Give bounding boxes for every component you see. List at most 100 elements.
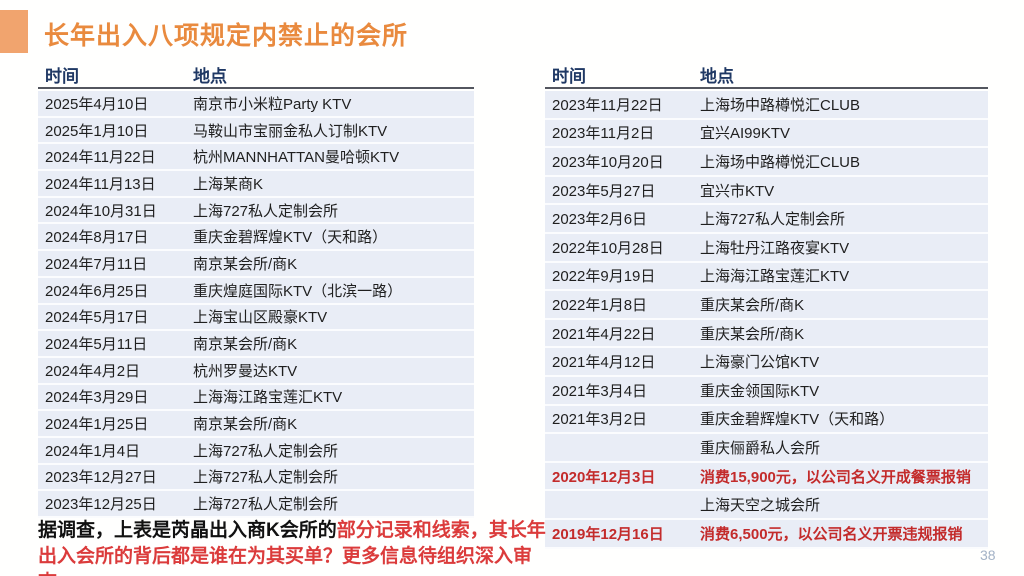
cell-place: 上海天空之城会所 [700,497,821,515]
cell-place: 上海海江路宝莲汇KTV [193,389,343,407]
cell-place: 重庆某会所/商K [700,325,805,343]
cell-time: 2022年9月19日 [552,268,656,286]
table-row: 2020年12月3日 消费15,900元，以公司名义开成餐票报销 [545,462,988,492]
cell-time: 2023年11月22日 [552,96,663,114]
cell-time: 2024年11月22日 [45,149,156,167]
table-row: 2024年5月17日 上海宝山区殿豪KTV [38,304,474,332]
cell-place: 重庆金碧辉煌KTV（天和路） [700,411,895,429]
cell-place: 南京某会所/商K [193,255,298,273]
cell-time: 2024年10月31日 [45,202,157,220]
cell-place: 宜兴市KTV [700,182,775,200]
table-row: 2023年12月25日 上海727私人定制会所 [38,491,474,518]
page-title: 长年出入八项规定内禁止的会所 [44,22,409,50]
table-row: 上海天空之城会所 [545,491,988,520]
investigation-note: 据调查，上表是芮晶出入商K会所的部分记录和线索，其长年出入会所的背后都是谁在为其… [38,518,554,576]
cell-place: 重庆某会所/商K [700,296,805,314]
table-row: 2022年10月28日 上海牡丹江路夜宴KTV [545,233,988,263]
cell-time: 2025年4月10日 [45,95,149,113]
cell-time: 2024年11月13日 [45,175,156,193]
cell-place: 马鞍山市宝丽金私人订制KTV [193,122,388,140]
cell-place: 南京某会所/商K [193,416,298,434]
title-accent-square [0,10,28,53]
cell-place: 重庆俪爵私人会所 [700,439,821,457]
table-right-body: 2023年11月22日 上海场中路樽悦汇CLUB 2023年11月2日 宜兴AI99K… [545,91,988,549]
table-row: 2022年1月8日 重庆某会所/商K [545,291,988,320]
cell-time: 2023年12月27日 [45,469,157,487]
page-number: 38 [980,547,996,563]
table-row: 2024年8月17日 重庆金碧辉煌KTV（天和路） [38,224,474,252]
cell-place: 杭州MANNHATTAN曼哈顿KTV [193,149,400,167]
table-row: 2023年5月27日 宜兴市KTV [545,176,988,206]
table-row: 2025年1月10日 马鞍山市宝丽金私人订制KTV [38,117,474,145]
table-row: 2025年4月10日 南京市小米粒Party KTV [38,91,474,118]
column-header-time: 时间 [45,67,79,86]
cell-place: 宜兴AI99KTV [700,125,791,143]
column-header-time: 时间 [552,67,586,86]
cell-place: 重庆金碧辉煌KTV（天和路） [193,229,388,247]
cell-time: 2024年6月25日 [45,282,149,300]
table-row: 2024年1月4日 上海727私人定制会所 [38,437,474,465]
cell-time: 2021年4月12日 [552,354,656,372]
table-row: 2021年4月22日 重庆某会所/商K [545,319,988,349]
table-row: 2024年11月22日 杭州MANNHATTAN曼哈顿KTV [38,144,474,172]
table-left-header: 时间 地点 [38,62,474,89]
cell-time: 2022年1月8日 [552,296,648,314]
table-row: 2023年11月22日 上海场中路樽悦汇CLUB [545,91,988,120]
table-row: 2019年12月16日 消费6,500元，以公司名义开票违规报销 [545,519,988,549]
cell-time: 2023年10月20日 [552,153,664,171]
cell-place: 杭州罗曼达KTV [193,362,298,380]
table-row: 2024年11月13日 上海某商K [38,171,474,198]
cell-time: 2024年1月25日 [45,416,149,434]
table-row: 2024年3月29日 上海海江路宝莲汇KTV [38,384,474,412]
table-right-header: 时间 地点 [545,62,988,89]
table-row: 2022年9月19日 上海海江路宝莲汇KTV [545,262,988,292]
cell-place: 上海豪门公馆KTV [700,354,820,372]
cell-place: 南京某会所/商K [193,336,298,354]
table-row: 2024年5月11日 南京某会所/商K [38,331,474,358]
cell-time: 2024年4月2日 [45,362,141,380]
table-row: 2021年3月2日 重庆金碧辉煌KTV（天和路） [545,405,988,435]
table-left-body: 2025年4月10日 南京市小米粒Party KTV 2025年1月10日 马鞍山市宝… [38,91,474,518]
cell-time: 2023年5月27日 [552,182,656,200]
cell-time: 2025年1月10日 [45,122,149,140]
cell-time: 2024年5月11日 [45,336,148,354]
cell-place: 上海727私人定制会所 [193,469,339,487]
cell-time: 2022年10月28日 [552,239,664,257]
cell-time: 2021年4月22日 [552,325,656,343]
cell-place: 上海727私人定制会所 [193,496,339,514]
cell-place: 消费6,500元，以公司名义开票违规报销 [700,525,963,543]
cell-time: 2024年8月17日 [45,229,149,247]
column-header-place: 地点 [193,67,227,86]
table-row: 重庆俪爵私人会所 [545,434,988,463]
cell-place: 上海727私人定制会所 [193,442,339,460]
table-row: 2021年3月4日 重庆金领国际KTV [545,376,988,406]
table-row: 2024年6月25日 重庆煌庭国际KTV（北滨一路） [38,277,474,305]
cell-time: 2023年11月2日 [552,125,655,143]
cell-time: 2023年2月6日 [552,211,648,229]
cell-time: 2021年3月4日 [552,382,648,400]
cell-place: 上海某商K [193,175,264,193]
cell-time: 2024年1月4日 [45,442,141,460]
cell-place: 上海场中路樽悦汇CLUB [700,153,861,171]
cell-place: 上海宝山区殿豪KTV [193,309,328,327]
cell-time: 2020年12月3日 [552,468,656,486]
cell-place: 重庆金领国际KTV [700,382,820,400]
table-right: 时间 地点 2023年11月22日 上海场中路樽悦汇CLUB 2023年11月2日宜… [545,62,988,549]
cell-time: 2024年5月17日 [45,309,149,327]
cell-place: 上海727私人定制会所 [193,202,339,220]
cell-place: 南京市小米粒Party KTV [193,95,352,113]
table-row: 2024年10月31日 上海727私人定制会所 [38,197,474,225]
table-row: 2023年12月27日 上海727私人定制会所 [38,464,474,492]
table-row: 2023年10月20日 上海场中路樽悦汇CLUB [545,148,988,177]
note-emphasis-text: 部分记录和线索，其长年出入会所的背后都是谁在为其买单？更多信息待组织深入审查。 [38,520,546,576]
cell-time: 2024年7月11日 [45,255,148,273]
table-row: 2023年2月6日 上海727私人定制会所 [545,205,988,234]
column-header-place: 地点 [700,67,734,86]
table-row: 2024年1月25日 南京某会所/商K [38,411,474,438]
table-row: 2023年11月2日 宜兴AI99KTV [545,119,988,149]
cell-place: 重庆煌庭国际KTV（北滨一路） [193,282,403,300]
note-lead-text: 据调查，上表是芮晶出入商K会所的 [38,520,337,541]
cell-place: 消费15,900元，以公司名义开成餐票报销 [700,468,971,486]
table-row: 2021年4月12日 上海豪门公馆KTV [545,348,988,377]
